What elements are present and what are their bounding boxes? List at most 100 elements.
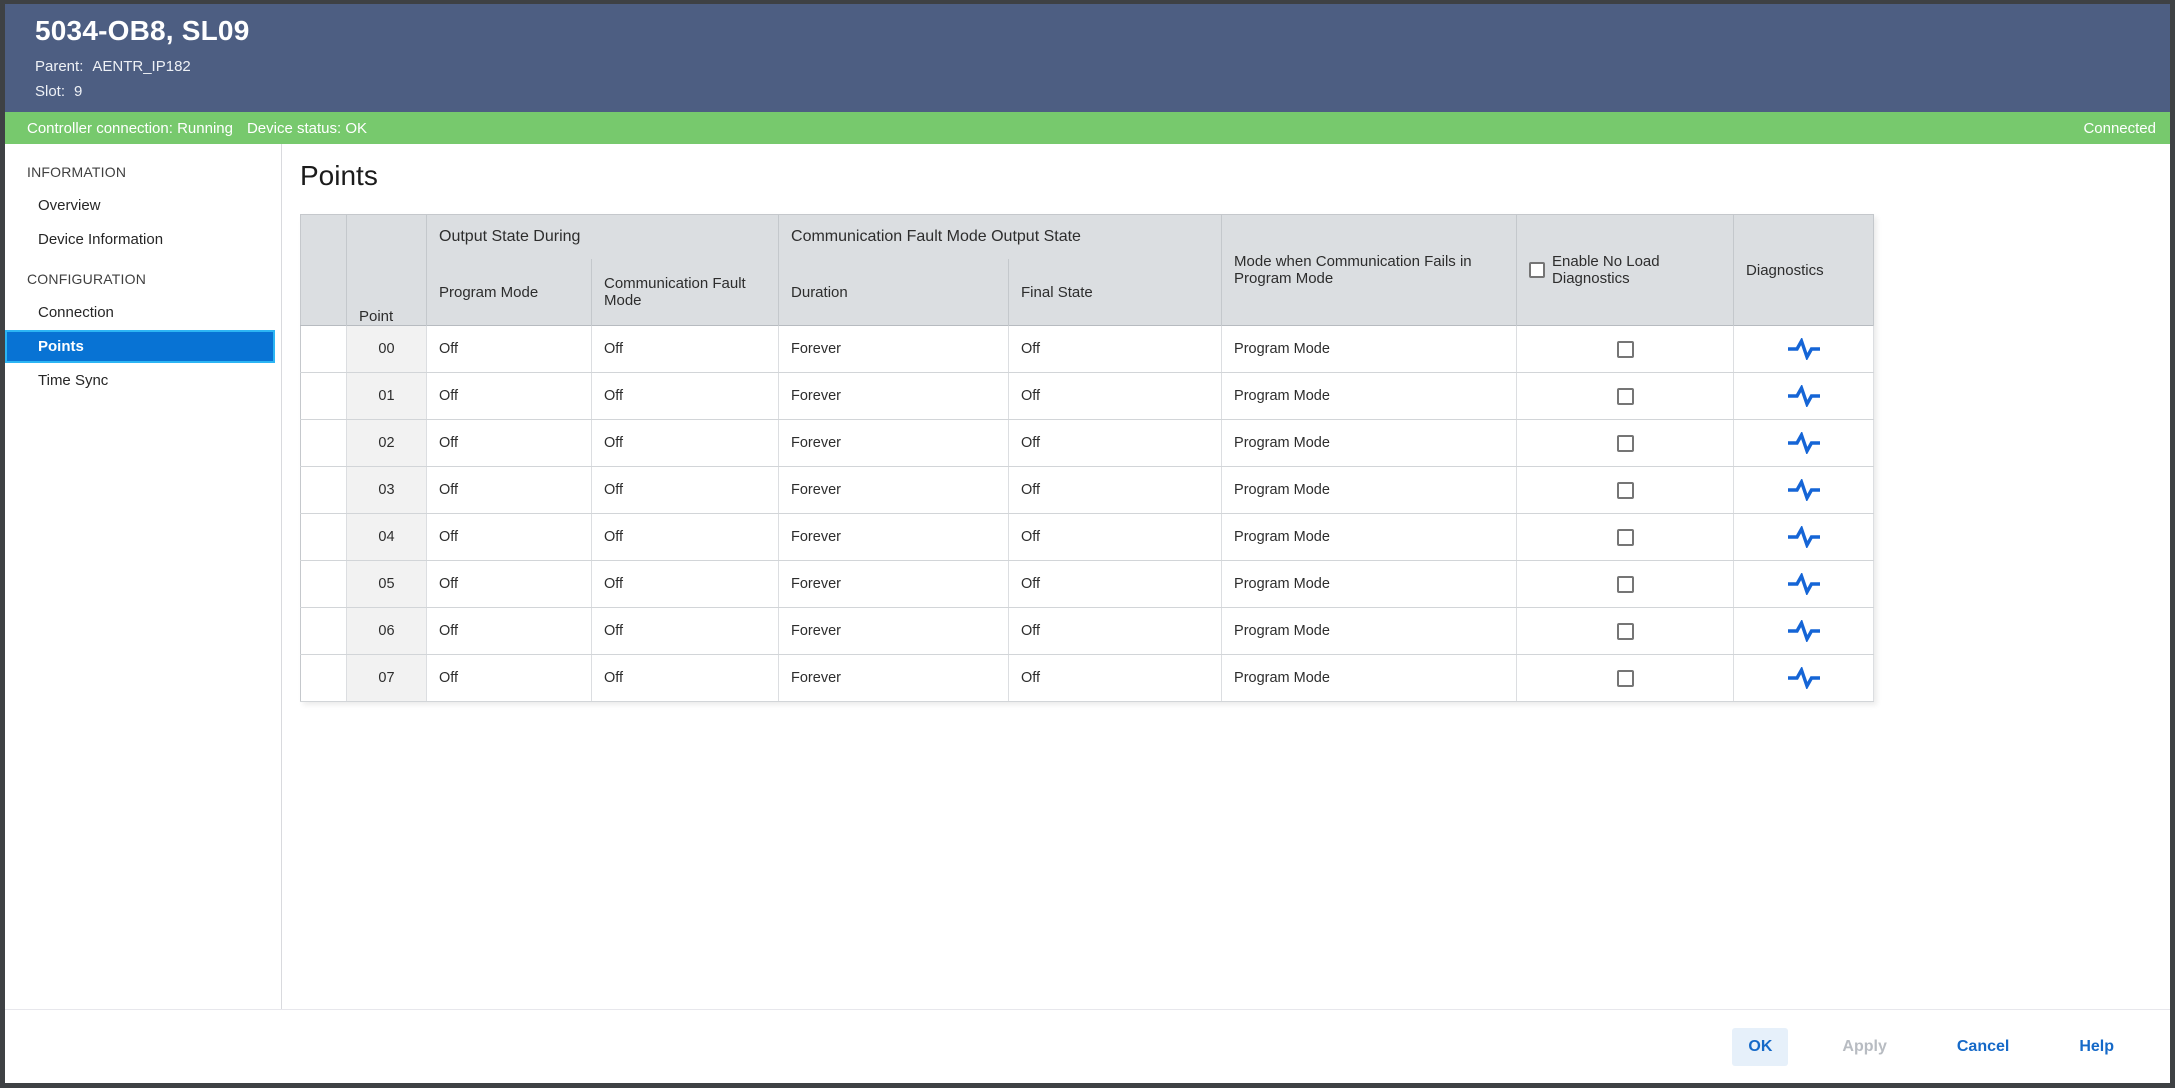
no-load-diagnostics-cell bbox=[1516, 419, 1735, 467]
communication-fault-mode-cell[interactable]: Off bbox=[591, 513, 780, 561]
sidebar-item-points[interactable]: Points bbox=[5, 330, 275, 363]
program-mode-cell[interactable]: Off bbox=[426, 513, 592, 561]
final-state-header: Final State bbox=[1008, 259, 1223, 326]
diagnostics-icon[interactable] bbox=[1786, 618, 1822, 644]
row-selector[interactable] bbox=[300, 513, 347, 561]
duration-cell[interactable]: Forever bbox=[778, 372, 1010, 420]
final-state-cell[interactable]: Off bbox=[1008, 607, 1223, 655]
mode-when-comm-fails-cell[interactable]: Program Mode bbox=[1221, 419, 1518, 467]
duration-cell[interactable]: Forever bbox=[778, 560, 1010, 608]
duration-cell[interactable]: Forever bbox=[778, 654, 1010, 702]
duration-cell[interactable]: Forever bbox=[778, 513, 1010, 561]
diagnostics-icon[interactable] bbox=[1786, 336, 1822, 362]
enable-no-load-header-checkbox[interactable] bbox=[1529, 262, 1546, 278]
no-load-diagnostics-cell bbox=[1516, 513, 1735, 561]
diagnostics-icon[interactable] bbox=[1786, 571, 1822, 597]
mode-when-comm-fails-cell[interactable]: Program Mode bbox=[1221, 513, 1518, 561]
apply-button[interactable]: Apply bbox=[1826, 1028, 1902, 1066]
final-state-cell[interactable]: Off bbox=[1008, 466, 1223, 514]
mode-when-comm-fails-cell[interactable]: Program Mode bbox=[1221, 607, 1518, 655]
final-state-cell[interactable]: Off bbox=[1008, 325, 1223, 373]
ok-button[interactable]: OK bbox=[1732, 1027, 1789, 1066]
no-load-checkbox[interactable] bbox=[1616, 622, 1634, 640]
program-mode-cell[interactable]: Off bbox=[426, 466, 592, 514]
final-state-cell[interactable]: Off bbox=[1008, 372, 1223, 420]
diagnostics-icon[interactable] bbox=[1786, 477, 1822, 503]
row-selector[interactable] bbox=[300, 419, 347, 467]
duration-header: Duration bbox=[778, 259, 1010, 326]
sidebar-item-overview[interactable]: Overview bbox=[38, 197, 101, 214]
communication-fault-mode-cell[interactable]: Off bbox=[591, 372, 780, 420]
content-panel: Points Point Output State During Communi… bbox=[282, 144, 2170, 1009]
communication-fault-mode-cell[interactable]: Off bbox=[591, 560, 780, 608]
row-selector[interactable] bbox=[300, 654, 347, 702]
table-row: 06 Off Off Forever Off Program Mode bbox=[300, 607, 1875, 655]
table-row: 00 Off Off Forever Off Program Mode bbox=[300, 325, 1875, 373]
diagnostics-icon[interactable] bbox=[1786, 524, 1822, 550]
slot-label: Slot: bbox=[35, 83, 66, 100]
duration-cell[interactable]: Forever bbox=[778, 607, 1010, 655]
program-mode-cell[interactable]: Off bbox=[426, 654, 592, 702]
communication-fault-mode-cell[interactable]: Off bbox=[591, 654, 780, 702]
row-selector[interactable] bbox=[300, 372, 347, 420]
program-mode-cell[interactable]: Off bbox=[426, 372, 592, 420]
mode-when-comm-fails-cell[interactable]: Program Mode bbox=[1221, 560, 1518, 608]
parent-value: AENTR_IP182 bbox=[92, 58, 191, 75]
no-load-diagnostics-cell bbox=[1516, 654, 1735, 702]
point-cell: 07 bbox=[346, 654, 427, 702]
program-mode-cell[interactable]: Off bbox=[426, 325, 592, 373]
connected-badge: Connected bbox=[2083, 119, 2156, 137]
no-load-checkbox[interactable] bbox=[1616, 669, 1634, 687]
diagnostics-cell bbox=[1733, 513, 1875, 561]
row-selector[interactable] bbox=[300, 325, 347, 373]
sidebar-item-time-sync[interactable]: Time Sync bbox=[38, 372, 109, 389]
point-cell: 06 bbox=[346, 607, 427, 655]
row-selector[interactable] bbox=[300, 607, 347, 655]
final-state-cell[interactable]: Off bbox=[1008, 654, 1223, 702]
no-load-checkbox[interactable] bbox=[1616, 528, 1634, 546]
duration-cell[interactable]: Forever bbox=[778, 419, 1010, 467]
no-load-diagnostics-cell bbox=[1516, 325, 1735, 373]
enable-no-load-header-label: Enable No Load Diagnostics bbox=[1552, 253, 1660, 287]
table-row: 04 Off Off Forever Off Program Mode bbox=[300, 513, 1875, 561]
duration-cell[interactable]: Forever bbox=[778, 466, 1010, 514]
program-mode-cell[interactable]: Off bbox=[426, 607, 592, 655]
point-cell: 03 bbox=[346, 466, 427, 514]
communication-fault-mode-cell[interactable]: Off bbox=[591, 325, 780, 373]
footer: OK Apply Cancel Help bbox=[5, 1009, 2170, 1083]
point-cell: 01 bbox=[346, 372, 427, 420]
diagnostics-cell bbox=[1733, 325, 1875, 373]
help-button[interactable]: Help bbox=[2063, 1028, 2130, 1066]
no-load-checkbox[interactable] bbox=[1616, 575, 1634, 593]
no-load-diagnostics-cell bbox=[1516, 560, 1735, 608]
mode-when-comm-fails-cell[interactable]: Program Mode bbox=[1221, 372, 1518, 420]
program-mode-cell[interactable]: Off bbox=[426, 419, 592, 467]
no-load-checkbox[interactable] bbox=[1616, 481, 1634, 499]
final-state-cell[interactable]: Off bbox=[1008, 419, 1223, 467]
row-selector[interactable] bbox=[300, 560, 347, 608]
communication-fault-mode-cell[interactable]: Off bbox=[591, 466, 780, 514]
final-state-cell[interactable]: Off bbox=[1008, 513, 1223, 561]
window-title: 5034-OB8, SL09 bbox=[35, 15, 250, 46]
row-selector[interactable] bbox=[300, 466, 347, 514]
no-load-checkbox[interactable] bbox=[1616, 340, 1634, 358]
no-load-checkbox[interactable] bbox=[1616, 387, 1634, 405]
no-load-checkbox[interactable] bbox=[1616, 434, 1634, 452]
mode-when-comm-fails-cell[interactable]: Program Mode bbox=[1221, 325, 1518, 373]
diagnostics-icon[interactable] bbox=[1786, 430, 1822, 456]
diagnostics-cell bbox=[1733, 419, 1875, 467]
sidebar-item-device-information[interactable]: Device Information bbox=[38, 231, 164, 248]
diagnostics-header: Diagnostics bbox=[1733, 214, 1875, 326]
communication-fault-mode-cell[interactable]: Off bbox=[591, 607, 780, 655]
mode-when-comm-fails-cell[interactable]: Program Mode bbox=[1221, 466, 1518, 514]
no-load-diagnostics-cell bbox=[1516, 372, 1735, 420]
diagnostics-icon[interactable] bbox=[1786, 383, 1822, 409]
cancel-button[interactable]: Cancel bbox=[1941, 1028, 2025, 1066]
final-state-cell[interactable]: Off bbox=[1008, 560, 1223, 608]
diagnostics-icon[interactable] bbox=[1786, 665, 1822, 691]
program-mode-cell[interactable]: Off bbox=[426, 560, 592, 608]
communication-fault-mode-cell[interactable]: Off bbox=[591, 419, 780, 467]
duration-cell[interactable]: Forever bbox=[778, 325, 1010, 373]
sidebar-item-connection[interactable]: Connection bbox=[38, 304, 114, 321]
mode-when-comm-fails-cell[interactable]: Program Mode bbox=[1221, 654, 1518, 702]
